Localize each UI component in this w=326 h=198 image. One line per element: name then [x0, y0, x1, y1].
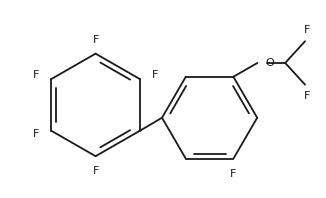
Text: F: F — [33, 70, 39, 80]
Text: F: F — [92, 35, 99, 45]
Text: F: F — [92, 166, 99, 176]
Text: F: F — [33, 129, 39, 140]
Text: O: O — [265, 58, 274, 68]
Text: F: F — [230, 168, 237, 179]
Text: F: F — [304, 25, 310, 35]
Text: F: F — [304, 90, 310, 101]
Text: F: F — [152, 70, 158, 80]
